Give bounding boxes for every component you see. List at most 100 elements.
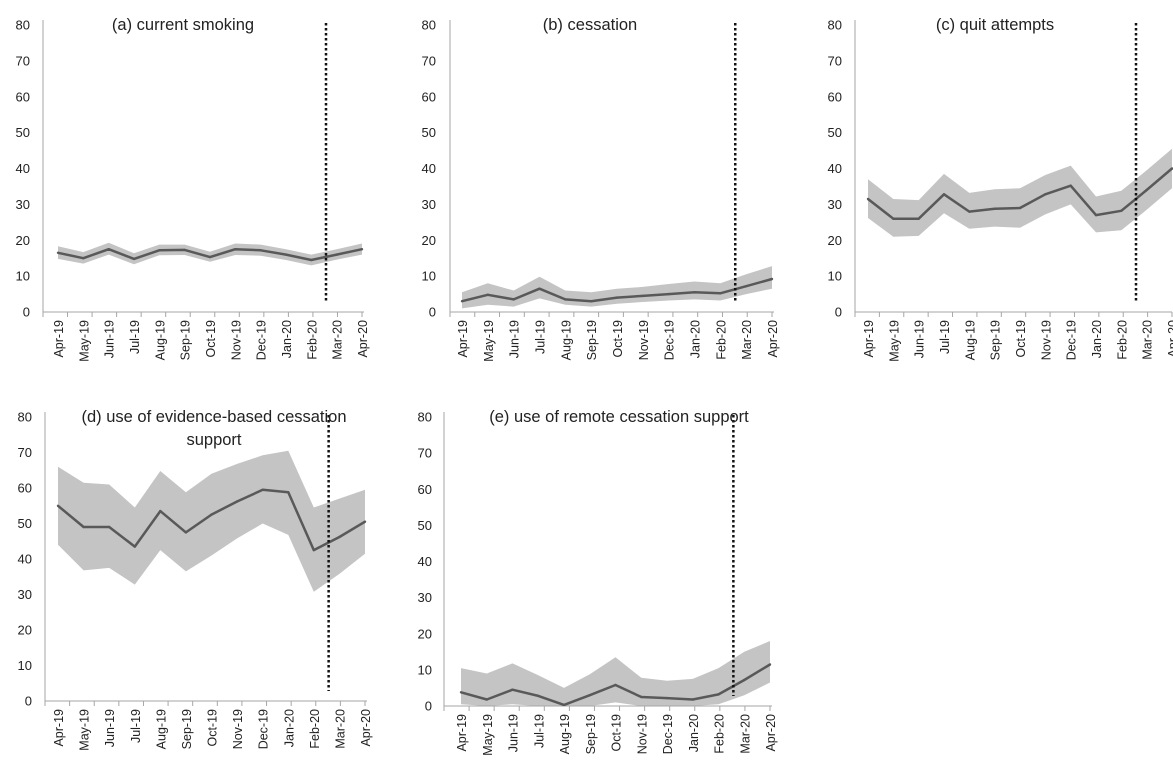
- data-point: [866, 197, 870, 201]
- x-tick-label: Nov-19: [635, 714, 649, 754]
- x-tick-label: Jun-19: [913, 320, 927, 358]
- data-point: [719, 292, 722, 295]
- data-point: [183, 248, 186, 252]
- data-point: [56, 251, 60, 254]
- x-tick-label: Apr-19: [52, 709, 66, 747]
- y-tick-label: 20: [422, 233, 436, 248]
- y-tick-label: 70: [828, 53, 842, 68]
- data-point: [363, 520, 367, 523]
- x-tick-label: Apr-19: [455, 714, 469, 752]
- x-tick-label: Nov-19: [1039, 320, 1053, 360]
- data-point: [259, 249, 262, 252]
- data-point: [234, 248, 237, 251]
- y-tick-label: 50: [418, 518, 432, 533]
- x-tick-label: Aug-19: [154, 709, 168, 749]
- x-tick-label: Feb-20: [305, 320, 319, 360]
- chart-panel: 0 10 20 30 40 50 60 70 80 Apr-19 May-19 Jun-19 Jul-1…: [422, 16, 780, 362]
- data-point: [1069, 184, 1072, 187]
- data-point: [312, 548, 315, 552]
- data-point: [942, 193, 946, 196]
- x-tick-label: Aug-19: [963, 320, 977, 360]
- data-point: [1018, 206, 1022, 210]
- data-point: [1094, 213, 1098, 217]
- data-point: [184, 531, 188, 534]
- data-point: [743, 678, 746, 682]
- confidence-band: [461, 641, 770, 706]
- x-tick-label: Apr-20: [766, 320, 780, 358]
- y-tick-label: 50: [422, 125, 436, 140]
- data-point: [667, 292, 670, 296]
- x-tick-label: Jul-19: [532, 714, 546, 748]
- x-tick-label: Dec-19: [257, 709, 271, 749]
- y-tick-label: 80: [16, 18, 30, 33]
- data-point: [235, 500, 239, 503]
- x-tick-label: Mar-20: [740, 320, 754, 360]
- x-tick-label: Jan-20: [282, 709, 296, 747]
- y-tick-label: 80: [418, 410, 432, 425]
- y-tick-label: 10: [422, 269, 436, 284]
- y-tick-label: 70: [18, 445, 32, 460]
- data-point: [82, 257, 85, 260]
- data-point: [770, 277, 774, 281]
- data-point: [892, 217, 895, 220]
- x-tick-label: Jan-20: [687, 714, 701, 752]
- y-tick-label: 20: [418, 626, 432, 641]
- x-tick-label: Oct-19: [1014, 320, 1028, 358]
- data-point: [338, 535, 341, 539]
- data-point: [287, 491, 290, 494]
- x-tick-label: Dec-19: [255, 320, 269, 360]
- x-tick-label: Sep-19: [179, 320, 193, 360]
- data-point: [208, 255, 212, 259]
- data-point: [107, 248, 110, 251]
- data-point: [615, 296, 619, 299]
- y-tick-label: 70: [418, 446, 432, 461]
- chart-panel: 0 10 20 30 40 50 60 70 80 Apr-19 May-19 Jun-19 Jul-1…: [16, 16, 370, 362]
- x-tick-label: Aug-19: [153, 320, 167, 360]
- y-tick-label: 0: [835, 305, 842, 320]
- x-tick-label: Nov-19: [229, 320, 243, 360]
- y-tick-label: 20: [18, 623, 32, 638]
- x-tick-label: Feb-20: [714, 320, 728, 360]
- y-tick-label: 80: [18, 410, 32, 425]
- x-tick-label: Nov-19: [231, 709, 245, 749]
- y-tick-label: 0: [25, 694, 32, 709]
- panel-title: (a) current smoking: [112, 16, 254, 34]
- y-tick-label: 60: [422, 89, 436, 104]
- x-tick-label: Jul-19: [129, 709, 143, 743]
- x-tick-label: Aug-19: [558, 714, 572, 754]
- data-point: [538, 287, 541, 290]
- data-point: [537, 694, 540, 698]
- x-tick-label: Jul-19: [938, 320, 952, 354]
- data-point: [459, 691, 463, 694]
- x-tick-label: Mar-20: [331, 320, 345, 360]
- y-tick-label: 40: [418, 554, 432, 569]
- x-tick-label: Apr-19: [456, 320, 470, 358]
- data-point: [132, 257, 136, 261]
- x-tick-label: Feb-20: [308, 709, 322, 749]
- data-point: [968, 210, 971, 213]
- panel-title: (d) use of evidence-based cessation: [81, 408, 346, 426]
- data-point: [588, 694, 591, 697]
- data-point: [158, 249, 161, 252]
- x-tick-label: Jan-20: [280, 320, 294, 358]
- y-tick-label: 10: [828, 269, 842, 284]
- data-point: [917, 217, 920, 220]
- data-point: [284, 253, 288, 256]
- y-tick-label: 40: [422, 161, 436, 176]
- confidence-band: [58, 450, 365, 592]
- x-tick-label: Oct-19: [611, 320, 625, 358]
- x-tick-label: Sep-19: [584, 714, 598, 754]
- x-tick-label: Oct-19: [610, 714, 624, 752]
- x-tick-label: Oct-19: [204, 320, 218, 358]
- y-tick-label: 80: [828, 18, 842, 33]
- confidence-band: [868, 148, 1172, 237]
- data-point: [159, 509, 162, 513]
- y-tick-label: 0: [23, 305, 30, 320]
- x-tick-label: May-19: [77, 320, 91, 362]
- y-tick-label: 10: [18, 658, 32, 673]
- y-tick-label: 20: [16, 233, 30, 248]
- data-point: [1170, 167, 1173, 170]
- chart-panel: 0 10 20 30 40 50 60 70 80 Apr-19 May-19 Jun-19 Jul-1…: [418, 408, 778, 756]
- chart-panel: 0 10 20 30 40 50 60 70 80 Apr-19 May-19 Jun-19 Jul-1…: [828, 16, 1173, 362]
- y-tick-label: 70: [422, 53, 436, 68]
